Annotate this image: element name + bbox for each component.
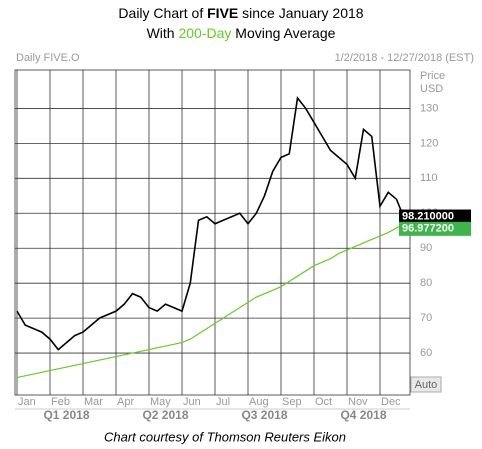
x-tick-label: Jul xyxy=(216,396,230,408)
quarter-label: Q4 2018 xyxy=(340,408,386,422)
subtitle-part: 200-Day xyxy=(178,25,231,41)
y-tick-label: 130 xyxy=(420,102,438,114)
price-tag-label: 96.977200 xyxy=(402,223,454,235)
x-tick-label: Jan xyxy=(18,396,36,408)
y-tick-label: 90 xyxy=(420,242,432,254)
x-tick-label: Jun xyxy=(183,396,201,408)
x-tick-label: Oct xyxy=(315,396,332,408)
y-tick-label: 120 xyxy=(420,137,438,149)
x-tick-label: May xyxy=(150,396,171,408)
title-part: since January 2018 xyxy=(238,5,364,21)
x-tick-label: Aug xyxy=(249,396,269,408)
series-line xyxy=(16,223,406,379)
title-part: Daily Chart of xyxy=(118,5,207,21)
series-line xyxy=(16,96,406,351)
x-tick-label: Sep xyxy=(282,396,302,408)
date-range: 1/2/2018 - 12/27/2018 (EST) xyxy=(335,52,474,64)
title-part: FIVE xyxy=(207,5,238,21)
y-tick-label: 110 xyxy=(420,172,438,184)
y-tick-label: 80 xyxy=(420,277,432,289)
x-tick-label: Mar xyxy=(84,396,103,408)
quarter-label: Q2 2018 xyxy=(142,408,188,422)
x-tick-label: Dec xyxy=(381,396,401,408)
price-tag-label: 98.210000 xyxy=(402,210,454,222)
footer: Chart courtesy of Thomson Reuters Eikon xyxy=(104,429,346,444)
chart-subtitle: With 200-Day Moving Average xyxy=(147,25,336,41)
auto-button[interactable] xyxy=(410,376,442,393)
axis-label: USD xyxy=(420,83,443,95)
y-tick-label: 70 xyxy=(420,312,432,324)
x-tick-label: Feb xyxy=(51,396,70,408)
price-tag xyxy=(399,221,471,236)
y-tick-label: 60 xyxy=(420,347,432,359)
axis-label: Price xyxy=(420,70,445,82)
subtitle-part: With xyxy=(147,25,179,41)
x-tick-label: Nov xyxy=(348,396,368,408)
quarter-label: Q1 2018 xyxy=(43,408,89,422)
auto-label: Auto xyxy=(415,379,438,391)
plot-frame xyxy=(14,69,411,396)
symbol: Daily FIVE.O xyxy=(16,52,80,64)
price-tag xyxy=(399,209,471,224)
subtitle-part: Moving Average xyxy=(231,25,335,41)
x-tick-label: Apr xyxy=(117,396,134,408)
chart-title: Daily Chart of FIVE since January 2018 xyxy=(118,5,363,21)
quarter-label: Q3 2018 xyxy=(241,408,287,422)
